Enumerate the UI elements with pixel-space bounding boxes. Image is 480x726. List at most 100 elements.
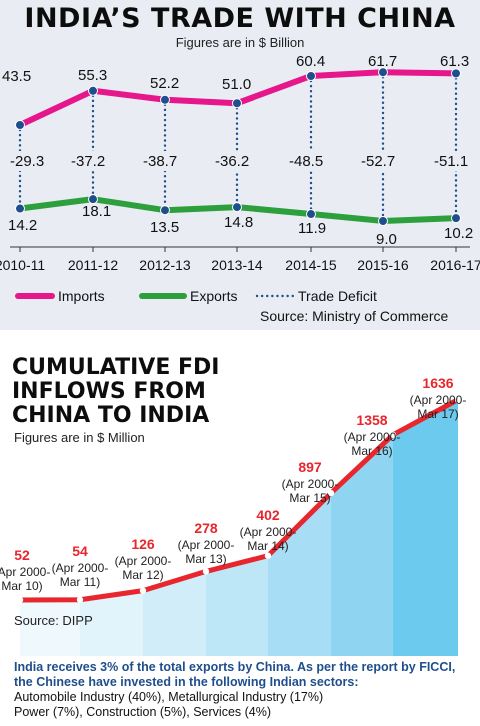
fdi-title-line-3: CHINA TO INDIA — [12, 403, 210, 428]
legend-exports-label: Exports — [190, 288, 237, 304]
fdi-area-band — [80, 590, 143, 656]
fdi-period-label: Mar 11) — [60, 575, 100, 589]
fdi-area-band — [143, 571, 206, 656]
fdi-point — [389, 431, 397, 438]
fdi-period-label: (Apr 2000- — [240, 525, 297, 539]
exports-value-label: 14.2 — [8, 217, 37, 234]
fdi-title-line-2: INFLOWS FROM — [12, 379, 206, 404]
trade-x-tick-label: 2015-16 — [357, 257, 409, 273]
exports-point — [306, 209, 316, 220]
deficit-label-bg — [213, 151, 257, 171]
fdi-point — [76, 596, 84, 603]
fdi-period-label: (Apr 2000- — [115, 554, 172, 568]
fdi-period-label: (Apr 2000- — [410, 393, 467, 407]
deficit-label-bg — [359, 151, 403, 171]
fdi-period-label: (Apr 2000- — [344, 430, 401, 444]
imports-point — [232, 98, 242, 109]
exports-point — [15, 203, 25, 214]
legend-imports-label: Imports — [58, 288, 105, 304]
fdi-point — [327, 489, 335, 497]
fdi-period-label: Mar 16) — [351, 444, 392, 458]
note-sectors-line-2: Power (7%), Construction (5%), Services … — [14, 705, 272, 719]
exports-value-label: 11.9 — [298, 220, 326, 237]
trade-x-tick-label: 2013-14 — [211, 257, 263, 273]
fdi-period-label: Mar 15) — [289, 491, 330, 505]
imports-value-label: 61.7 — [368, 53, 397, 70]
fdi-point — [454, 396, 462, 403]
exports-point — [88, 194, 98, 205]
exports-value-label: 18.1 — [82, 203, 111, 220]
fdi-area-band — [268, 493, 331, 656]
deficit-value-label: -52.7 — [361, 153, 395, 170]
imports-point — [378, 67, 388, 78]
imports-point — [451, 68, 461, 79]
imports-point — [160, 94, 170, 105]
exports-value-label: 9.0 — [376, 231, 397, 248]
imports-value-label: 60.4 — [296, 53, 325, 70]
exports-point — [451, 213, 461, 224]
trade-chart-title: INDIA’S TRADE WITH CHINA — [24, 3, 456, 34]
fdi-period-label: (Apr 2000- — [282, 477, 339, 491]
fdi-area-band — [206, 555, 268, 656]
deficit-label-bg — [141, 151, 185, 171]
fdi-chart-subtitle: Figures are in $ Million — [14, 430, 145, 445]
fdi-point — [16, 596, 24, 604]
exports-point — [232, 202, 242, 213]
fdi-source: Source: DIPP — [14, 613, 93, 628]
exports-point — [160, 205, 170, 216]
trade-x-tick-label: 2012-13 — [139, 257, 191, 273]
deficit-value-label: -29.3 — [10, 153, 44, 170]
fdi-point — [202, 568, 210, 575]
deficit-label-bg — [69, 151, 113, 171]
fdi-value-label: 897 — [298, 459, 322, 475]
fdi-period-label: Mar 12) — [122, 568, 163, 582]
fdi-period-label: (Apr 2000- — [0, 565, 50, 579]
legend-deficit-label: Trade Deficit — [298, 288, 377, 304]
fdi-period-label: (Apr 2000- — [52, 561, 109, 575]
fdi-area-band — [331, 434, 393, 656]
deficit-value-label: -51.1 — [434, 153, 468, 170]
imports-value-label: 43.5 — [2, 68, 31, 85]
exports-value-label: 10.2 — [444, 225, 473, 242]
trade-chart-subtitle: Figures are in $ Billion — [175, 35, 305, 50]
deficit-value-label: -38.7 — [143, 153, 177, 170]
deficit-value-label: -37.2 — [71, 153, 105, 170]
imports-value-label: 61.3 — [440, 53, 469, 70]
fdi-value-label: 54 — [72, 543, 88, 559]
exports-point — [378, 216, 388, 226]
fdi-point — [264, 552, 272, 559]
trade-source: Source: Ministry of Commerce — [260, 308, 448, 324]
imports-value-label: 51.0 — [222, 76, 251, 93]
fdi-value-label: 1636 — [422, 375, 453, 391]
note-highlight: India receives 3% of the total exports b… — [14, 660, 456, 689]
fdi-title-line-1: CUMULATIVE FDI — [12, 355, 220, 380]
fdi-period-label: Mar 17) — [417, 407, 458, 421]
imports-value-label: 52.2 — [150, 75, 179, 92]
fdi-chart-title: CUMULATIVE FDI INFLOWS FROM CHINA TO IND… — [12, 356, 220, 428]
fdi-value-label: 278 — [194, 520, 218, 536]
note-sectors-line-1: Automobile Industry (40%), Metallurgical… — [14, 690, 324, 704]
fdi-period-label: (Apr 2000- — [178, 538, 235, 552]
imports-point — [306, 70, 316, 81]
sector-note: India receives 3% of the total exports b… — [14, 660, 474, 720]
fdi-value-label: 126 — [131, 536, 155, 552]
imports-point — [88, 85, 98, 96]
deficit-value-label: -48.5 — [289, 153, 323, 170]
fdi-area-band — [393, 399, 458, 656]
fdi-point — [139, 587, 147, 594]
trade-x-tick-label: 2014-15 — [285, 257, 337, 273]
deficit-value-label: -36.2 — [215, 153, 249, 170]
imports-point — [15, 120, 25, 130]
deficit-label-bg — [287, 151, 331, 171]
deficit-label-bg — [8, 151, 52, 171]
fdi-area-band — [20, 599, 80, 656]
fdi-value-label: 1358 — [356, 412, 387, 428]
fdi-value-label: 402 — [256, 507, 280, 523]
fdi-value-label: 52 — [14, 547, 30, 563]
deficit-label-bg — [432, 151, 476, 171]
fdi-period-label: Mar 10) — [1, 579, 42, 593]
exports-value-label: 13.5 — [150, 219, 179, 236]
trade-x-tick-label: 2011-12 — [68, 257, 119, 273]
